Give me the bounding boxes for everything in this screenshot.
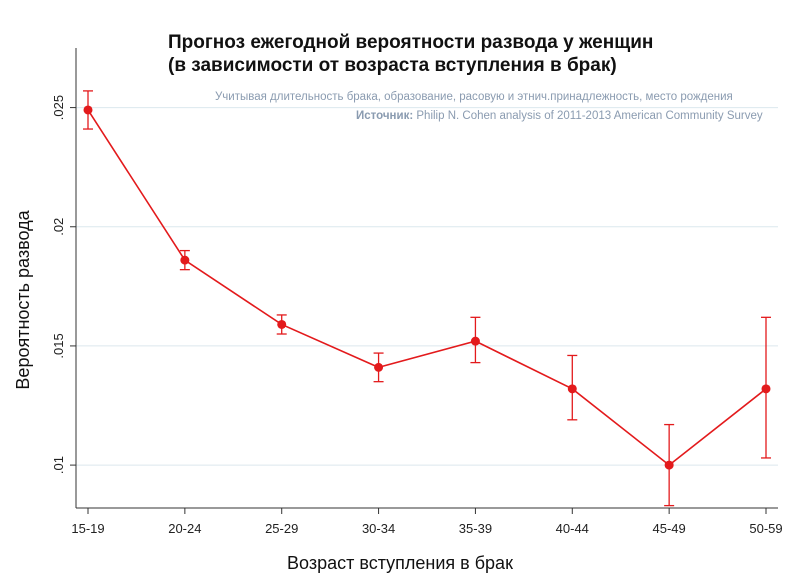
x-tick-label: 25-29 <box>265 521 298 536</box>
y-ticks: .01 .015 .02 .025 <box>51 95 76 474</box>
chart-note: Учитывая длительность брака, образование… <box>215 91 733 103</box>
y-tick-label: .025 <box>51 95 66 120</box>
x-tick-label: 35-39 <box>459 521 492 536</box>
x-tick-label: 20-24 <box>168 521 201 536</box>
chart-title-line-1: Прогноз ежегодной вероятности развода у … <box>168 32 653 53</box>
data-point <box>374 362 384 372</box>
x-tick-label: 15-19 <box>71 521 104 536</box>
series-line <box>87 109 767 467</box>
y-tick-label: .02 <box>51 218 66 236</box>
axes <box>75 48 778 509</box>
source-text: Philip N. Cohen analysis of 2011-2013 Am… <box>416 110 762 122</box>
x-ticks: 15-19 20-24 25-29 30-34 35-39 40-44 45-49 50-59 <box>71 508 783 536</box>
chart-title-line-2: (в зависимости от возраста вступления в … <box>168 55 617 76</box>
data-point <box>470 336 480 346</box>
y-axis-label: Вероятность развода <box>13 209 33 389</box>
series-divorce-probability <box>83 90 771 507</box>
y-tick-label: .01 <box>51 456 66 474</box>
data-point <box>83 105 93 115</box>
data-point <box>567 384 577 394</box>
source-label: Источник: <box>356 110 413 122</box>
x-tick-label: 50-59 <box>749 521 782 536</box>
x-tick-label: 45-49 <box>653 521 686 536</box>
data-point <box>277 319 287 329</box>
x-tick-label: 40-44 <box>556 521 589 536</box>
y-tick-label: .015 <box>51 333 66 358</box>
chart-source: Источник: Philip N. Cohen analysis of 20… <box>356 110 763 122</box>
x-axis-label: Возраст вступления в брак <box>287 553 513 573</box>
data-point <box>180 255 190 265</box>
x-tick-label: 30-34 <box>362 521 395 536</box>
data-point <box>664 460 674 470</box>
grid-lines <box>76 107 778 466</box>
data-point <box>761 384 771 394</box>
